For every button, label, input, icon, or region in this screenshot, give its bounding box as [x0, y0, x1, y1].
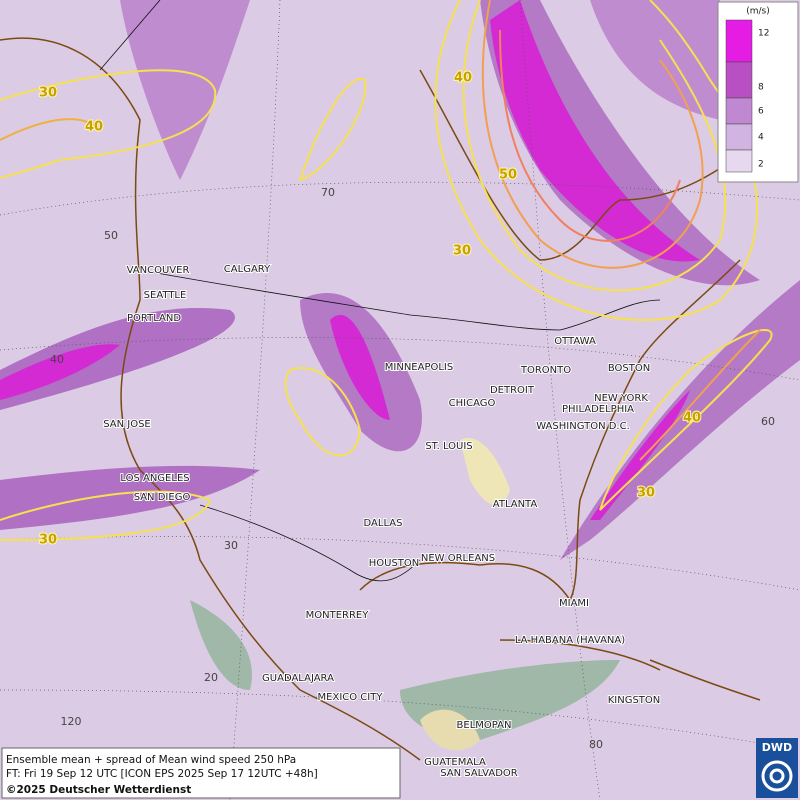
- city-label: SAN SALVADOR: [440, 768, 517, 779]
- city-label: DALLAS: [364, 518, 403, 529]
- logo: DWD: [756, 738, 798, 798]
- contour-label: 50: [499, 168, 517, 183]
- coastlines: [0, 37, 761, 761]
- city-label: OTTAWA: [554, 336, 596, 347]
- city-label: HOUSTON: [369, 558, 420, 569]
- isotachs: [0, 0, 773, 541]
- contour-label: 30: [39, 533, 57, 548]
- city-label: WASHINGTON D.C.: [536, 421, 630, 432]
- city-label: MIAMI: [559, 598, 589, 609]
- graticule-label: 70: [321, 186, 335, 199]
- city-label: MONTERREY: [306, 610, 370, 621]
- caption-line: FT: Fri 19 Sep 12 UTC [ICON EPS 2025 Sep…: [6, 768, 318, 780]
- city-label: ST. LOUIS: [425, 441, 472, 452]
- legend: (m/s) 12 8 6 4 2: [717, 1, 799, 183]
- city-label: NEW YORK: [594, 393, 648, 404]
- city-label: BOSTON: [608, 363, 650, 374]
- graticule-label: 40: [50, 353, 64, 366]
- city-label: KINGSTON: [608, 695, 661, 706]
- city-label: CHICAGO: [449, 398, 496, 409]
- city-label: GUATEMALA: [424, 757, 486, 768]
- graticule-label: 30: [224, 539, 238, 552]
- city-label: MINNEAPOLIS: [385, 362, 453, 373]
- legend-swatch: [725, 97, 753, 125]
- city-label: CALGARY: [224, 264, 271, 275]
- caption-line: Ensemble mean + spread of Mean wind spee…: [6, 754, 296, 766]
- legend-level: 2: [758, 160, 764, 170]
- legend-swatch: [725, 123, 753, 151]
- city-label: PHILADELPHIA: [562, 404, 634, 415]
- city-label: PORTLAND: [127, 313, 181, 324]
- city-label: LOS ANGELES: [120, 473, 189, 484]
- city-label: BELMOPAN: [457, 720, 512, 731]
- contour-label: 40: [454, 71, 472, 86]
- contour-label: 30: [453, 244, 471, 259]
- city-label: SAN JOSE: [103, 419, 151, 430]
- contour-label: 40: [85, 120, 103, 135]
- labels: VANCOUVER CALGARY SEATTLE PORTLAND MINNEAPOL…: [38, 70, 775, 781]
- city-label: SAN DIEGO: [134, 492, 191, 503]
- city-label: ATLANTA: [493, 499, 538, 510]
- graticule-label: 120: [61, 715, 82, 728]
- city-label: DETROIT: [490, 385, 535, 396]
- logo-text: DWD: [762, 741, 792, 754]
- contour-label: 30: [39, 86, 57, 101]
- city-label: MEXICO CITY: [318, 692, 384, 703]
- city-label: NEW ORLEANS: [421, 553, 495, 564]
- graticule-label: 50: [104, 229, 118, 242]
- city-label: GUADALAJARA: [262, 673, 334, 684]
- city-label: TORONTO: [520, 365, 571, 376]
- city-label: SEATTLE: [144, 290, 187, 301]
- legend-level: 4: [758, 133, 764, 143]
- city-label: LA HABANA (HAVANA): [515, 635, 625, 646]
- legend-unit: (m/s): [746, 7, 770, 17]
- legend-swatch: [725, 61, 753, 99]
- legend-level: 6: [758, 107, 764, 117]
- caption-box: Ensemble mean + spread of Mean wind spee…: [1, 747, 401, 799]
- legend-swatch: [725, 149, 753, 173]
- contour-label: 30: [637, 486, 655, 501]
- graticule-label: 80: [589, 738, 603, 751]
- caption-line: ©2025 Deutscher Wetterdienst: [6, 784, 191, 796]
- legend-level: 8: [758, 83, 764, 93]
- graticule-label: 20: [204, 671, 218, 684]
- legend-swatch: [725, 19, 753, 63]
- graticule-label: 60: [761, 415, 775, 428]
- contour-label: 40: [683, 411, 701, 426]
- city-label: VANCOUVER: [127, 265, 190, 276]
- legend-level: 12: [758, 29, 769, 39]
